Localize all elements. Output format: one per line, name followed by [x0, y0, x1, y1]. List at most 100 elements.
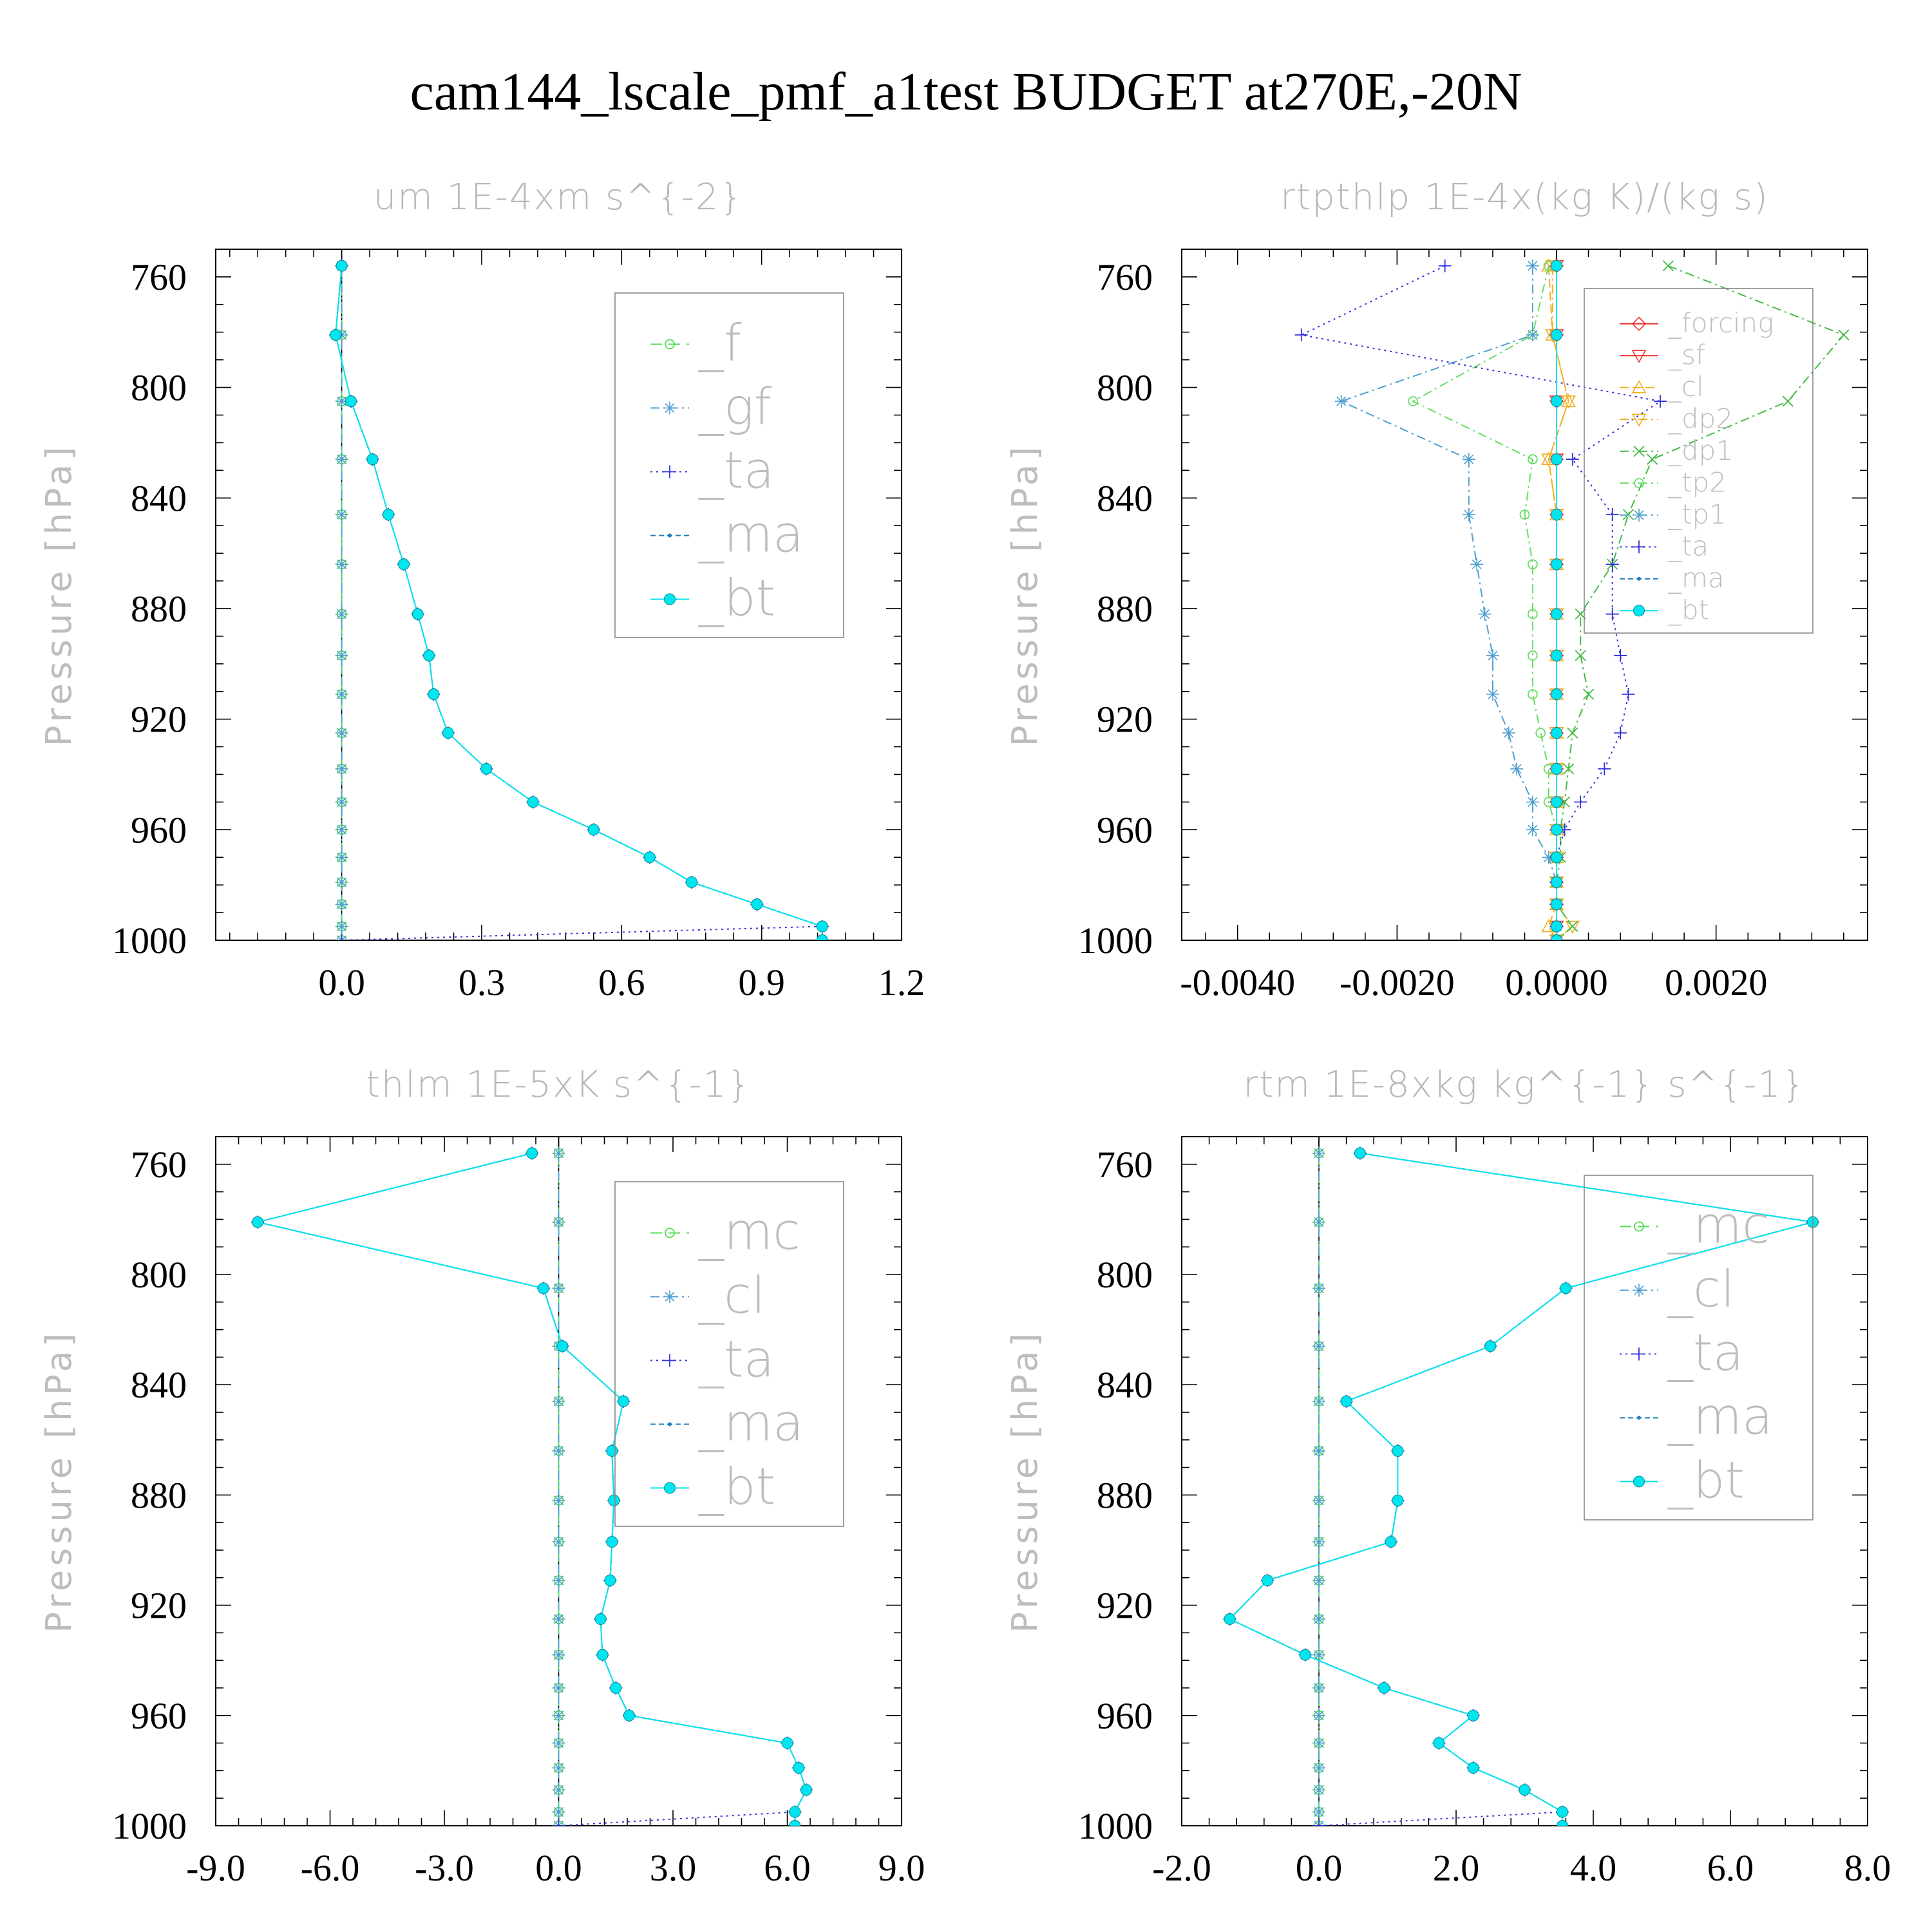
legend: _forcing_sf_cl_dp2_dp1_tp2_tp1_ta_ma_bt	[1584, 288, 1814, 634]
y-tick-label: 840	[131, 477, 187, 519]
y-tick-label: 840	[131, 1364, 187, 1406]
data-point-cl	[552, 1805, 565, 1819]
data-point-tp1	[1478, 607, 1492, 621]
y-axis-title: Pressure [hPa]	[39, 1329, 79, 1633]
data-point-bt	[1550, 727, 1563, 739]
y-axis-title: Pressure [hPa]	[1005, 1329, 1045, 1633]
data-point-bt	[1550, 649, 1563, 661]
legend-marker	[1631, 380, 1647, 393]
data-point-bt	[685, 876, 698, 888]
x-tick-label: 0.6	[598, 961, 645, 1003]
legend-marker	[1631, 316, 1647, 331]
data-point-gf	[335, 649, 348, 662]
data-point-bt	[594, 1613, 607, 1625]
data-point-gf	[335, 920, 348, 933]
data-point-cl	[552, 1282, 565, 1295]
legend-label: _ma	[1667, 562, 1725, 594]
data-point-bt	[556, 1340, 569, 1352]
x-tick-label: 3.0	[650, 1847, 697, 1889]
legend-marker	[1633, 605, 1645, 617]
y-tick-label: 880	[1097, 1474, 1153, 1516]
data-point-dp2	[1561, 395, 1576, 409]
legend-label: _ma	[698, 506, 804, 564]
data-point-gf	[335, 607, 348, 621]
data-point-bt	[537, 1282, 549, 1294]
legend-label: _bt	[698, 569, 775, 627]
data-point-gf	[335, 688, 348, 701]
y-tick-label: 920	[131, 1585, 187, 1627]
y-tick-label: 760	[131, 256, 187, 298]
data-point-bt	[606, 1536, 618, 1548]
data-point-gf	[335, 508, 348, 522]
data-point-ta	[1654, 395, 1667, 408]
data-point-bt	[1550, 920, 1563, 933]
y-tick-label: 880	[131, 1474, 187, 1516]
legend-label: _dp1	[1667, 435, 1733, 466]
data-point-bt	[1557, 1819, 1569, 1826]
data-point-gf	[335, 558, 348, 571]
legend-label: _sf	[1667, 339, 1705, 371]
series-group	[329, 259, 829, 940]
data-point-cl	[552, 1574, 565, 1587]
y-tick-label: 960	[131, 809, 187, 851]
data-point-tp1	[1502, 726, 1515, 740]
plot-frame	[1181, 249, 1868, 941]
figure-title: cam144_lscale_pmf_a1test BUDGET at270E,-…	[410, 62, 1522, 122]
data-point-cl	[1312, 1444, 1325, 1457]
legend-label: _mc	[698, 1203, 800, 1261]
panels: um 1E-4xm s^{-2} Pressure [hPa] 760 800 840 8…	[39, 176, 1891, 1889]
data-point-gf	[335, 851, 348, 864]
legend-marker	[1634, 478, 1644, 489]
legend-marker	[665, 1227, 675, 1238]
legend-label: _ta	[1667, 1324, 1743, 1382]
y-tick-label: 760	[1097, 1144, 1153, 1186]
data-point-bt	[604, 1575, 616, 1587]
data-point-bt	[789, 1806, 801, 1818]
data-point-bt	[366, 453, 379, 466]
panel-title: rtm 1E-8xkg kg^{-1} s^{-1}	[1243, 1064, 1806, 1106]
legend-marker	[1631, 350, 1647, 363]
y-tick-label: 880	[131, 588, 187, 630]
data-point-cl	[552, 1394, 565, 1408]
plot-frame	[215, 249, 902, 941]
y-tick-label: 960	[1097, 809, 1153, 851]
y-tick-label: 800	[1097, 367, 1153, 409]
data-point-bt	[252, 1216, 264, 1228]
legend-marker	[1633, 446, 1645, 457]
data-point-gf	[335, 762, 348, 775]
legend-marker	[1633, 1283, 1645, 1297]
y-tick-label: 1000	[112, 920, 187, 961]
data-point-bt	[412, 608, 424, 620]
legend-marker	[1634, 1221, 1644, 1232]
data-point-bt	[442, 727, 454, 739]
legend-marker	[663, 1482, 676, 1494]
legend-label: _dp2	[1667, 403, 1733, 435]
x-tick-label: -9.0	[186, 1847, 245, 1889]
data-point-ta	[1438, 259, 1452, 272]
data-point-bt	[618, 1395, 630, 1407]
legend-marker	[1633, 1475, 1645, 1488]
data-point-bt	[330, 329, 342, 341]
y-tick-label: 960	[1097, 1695, 1153, 1737]
data-point-dp1	[1662, 260, 1674, 272]
data-point-tp1	[1486, 649, 1499, 662]
data-point-ta	[1294, 328, 1308, 342]
data-point-ta	[1605, 607, 1619, 621]
y-tick-label: 920	[1097, 699, 1153, 741]
legend-box	[614, 1181, 844, 1527]
data-point-cl	[1312, 1146, 1325, 1160]
legend-label: _gf	[698, 378, 772, 436]
legend-box	[614, 292, 844, 638]
y-tick-label: 1000	[1078, 920, 1153, 961]
data-point-gf	[335, 395, 348, 408]
x-tick-label: 0.9	[738, 961, 785, 1003]
legend-marker	[663, 401, 676, 415]
data-point-bt	[789, 1819, 801, 1826]
data-point-tp2	[1527, 559, 1538, 570]
data-point-cl	[1312, 1340, 1325, 1353]
data-point-tp2	[1408, 396, 1419, 406]
data-point-gf	[335, 726, 348, 740]
legend-label: _ta	[698, 1331, 774, 1388]
y-tick-label: 1000	[1078, 1805, 1153, 1847]
x-tick-label: 6.0	[1707, 1847, 1754, 1889]
